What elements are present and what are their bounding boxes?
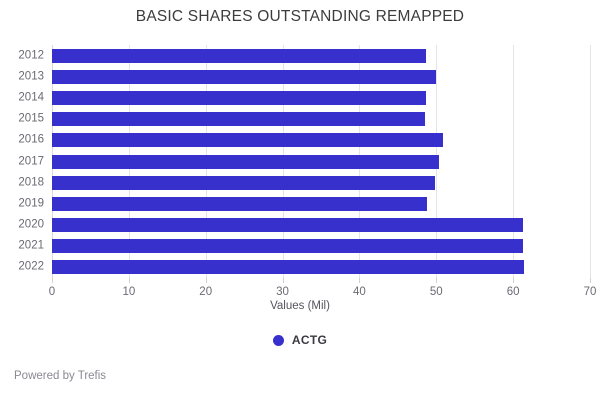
bar-fill <box>52 260 524 275</box>
plot-area <box>52 45 591 278</box>
y-axis-tick-2021: 2021 <box>18 239 44 252</box>
bar-fill <box>52 133 444 148</box>
bar-2022[interactable] <box>52 260 524 275</box>
bar-2012[interactable] <box>52 48 426 63</box>
bar-2018[interactable] <box>52 175 435 190</box>
x-axis-tick-label-30: 30 <box>276 286 289 298</box>
bar-2020[interactable] <box>52 218 524 233</box>
legend-marker-icon <box>272 334 284 346</box>
bar-fill <box>52 239 524 254</box>
bar-2015[interactable] <box>52 112 425 127</box>
x-axis-tick-label-20: 20 <box>199 286 213 298</box>
chart-title: BASIC SHARES OUTSTANDING REMAPPED <box>135 8 465 25</box>
x-axis-title: Values (Mil) <box>270 300 330 312</box>
y-axis-tick-2020: 2020 <box>18 218 44 231</box>
bar-fill <box>52 112 425 127</box>
bar-fill <box>52 196 428 211</box>
x-axis-tick-mark-30 <box>282 278 284 283</box>
x-axis-tick-label-60: 60 <box>506 286 520 298</box>
x-axis-tick-label-10: 10 <box>122 286 136 298</box>
y-axis-tick-2019: 2019 <box>18 197 44 210</box>
bar-fill <box>52 154 440 169</box>
bar-2017[interactable] <box>52 154 440 169</box>
bar-2016[interactable] <box>52 133 444 148</box>
bar-2014[interactable] <box>52 90 426 105</box>
x-axis-tick-label-0: 0 <box>48 286 56 298</box>
bar-fill <box>52 175 435 190</box>
x-axis-tick-label-40: 40 <box>353 286 366 298</box>
y-axis-tick-2016: 2016 <box>18 133 44 146</box>
gridline-70 <box>590 45 591 278</box>
bar-fill <box>52 90 426 105</box>
y-axis-tick-2015: 2015 <box>18 112 44 125</box>
bar-fill <box>52 69 436 84</box>
bar-2019[interactable] <box>52 196 428 211</box>
gridline-60 <box>513 45 515 278</box>
x-axis-tick-mark-10 <box>128 278 130 283</box>
bar-fill <box>52 218 524 233</box>
x-axis-tick-label-50: 50 <box>429 286 443 298</box>
x-axis-tick-mark-40 <box>359 278 361 283</box>
y-axis-tick-2022: 2022 <box>18 260 44 273</box>
y-axis-tick-2014: 2014 <box>18 91 44 104</box>
y-axis-tick-labels: 2012 2013 2014 2015 2016 2017 2018 2019 2020 2021… <box>0 45 52 278</box>
x-axis: 0 10 20 30 40 50 60 70 <box>0 278 600 308</box>
x-axis-tick-mark-50 <box>436 278 438 283</box>
x-axis-tick-mark-70 <box>590 278 591 283</box>
bar-2021[interactable] <box>52 239 524 254</box>
x-axis-tick-label-70: 70 <box>583 286 597 298</box>
bar-fill <box>52 48 426 63</box>
bar-2013[interactable] <box>52 69 436 84</box>
x-axis-tick-mark-60 <box>513 278 515 283</box>
footer-credit: Powered by Trefis <box>14 370 107 382</box>
y-axis-tick-2017: 2017 <box>18 154 44 167</box>
chart-legend: ACTG <box>0 333 600 347</box>
y-axis-tick-2018: 2018 <box>18 175 44 188</box>
y-axis-tick-2012: 2012 <box>18 48 44 61</box>
x-axis-tick-mark-0 <box>52 278 53 283</box>
y-axis-tick-2013: 2013 <box>18 70 44 83</box>
legend-label-actg: ACTG <box>291 333 328 347</box>
x-axis-tick-mark-20 <box>205 278 207 283</box>
